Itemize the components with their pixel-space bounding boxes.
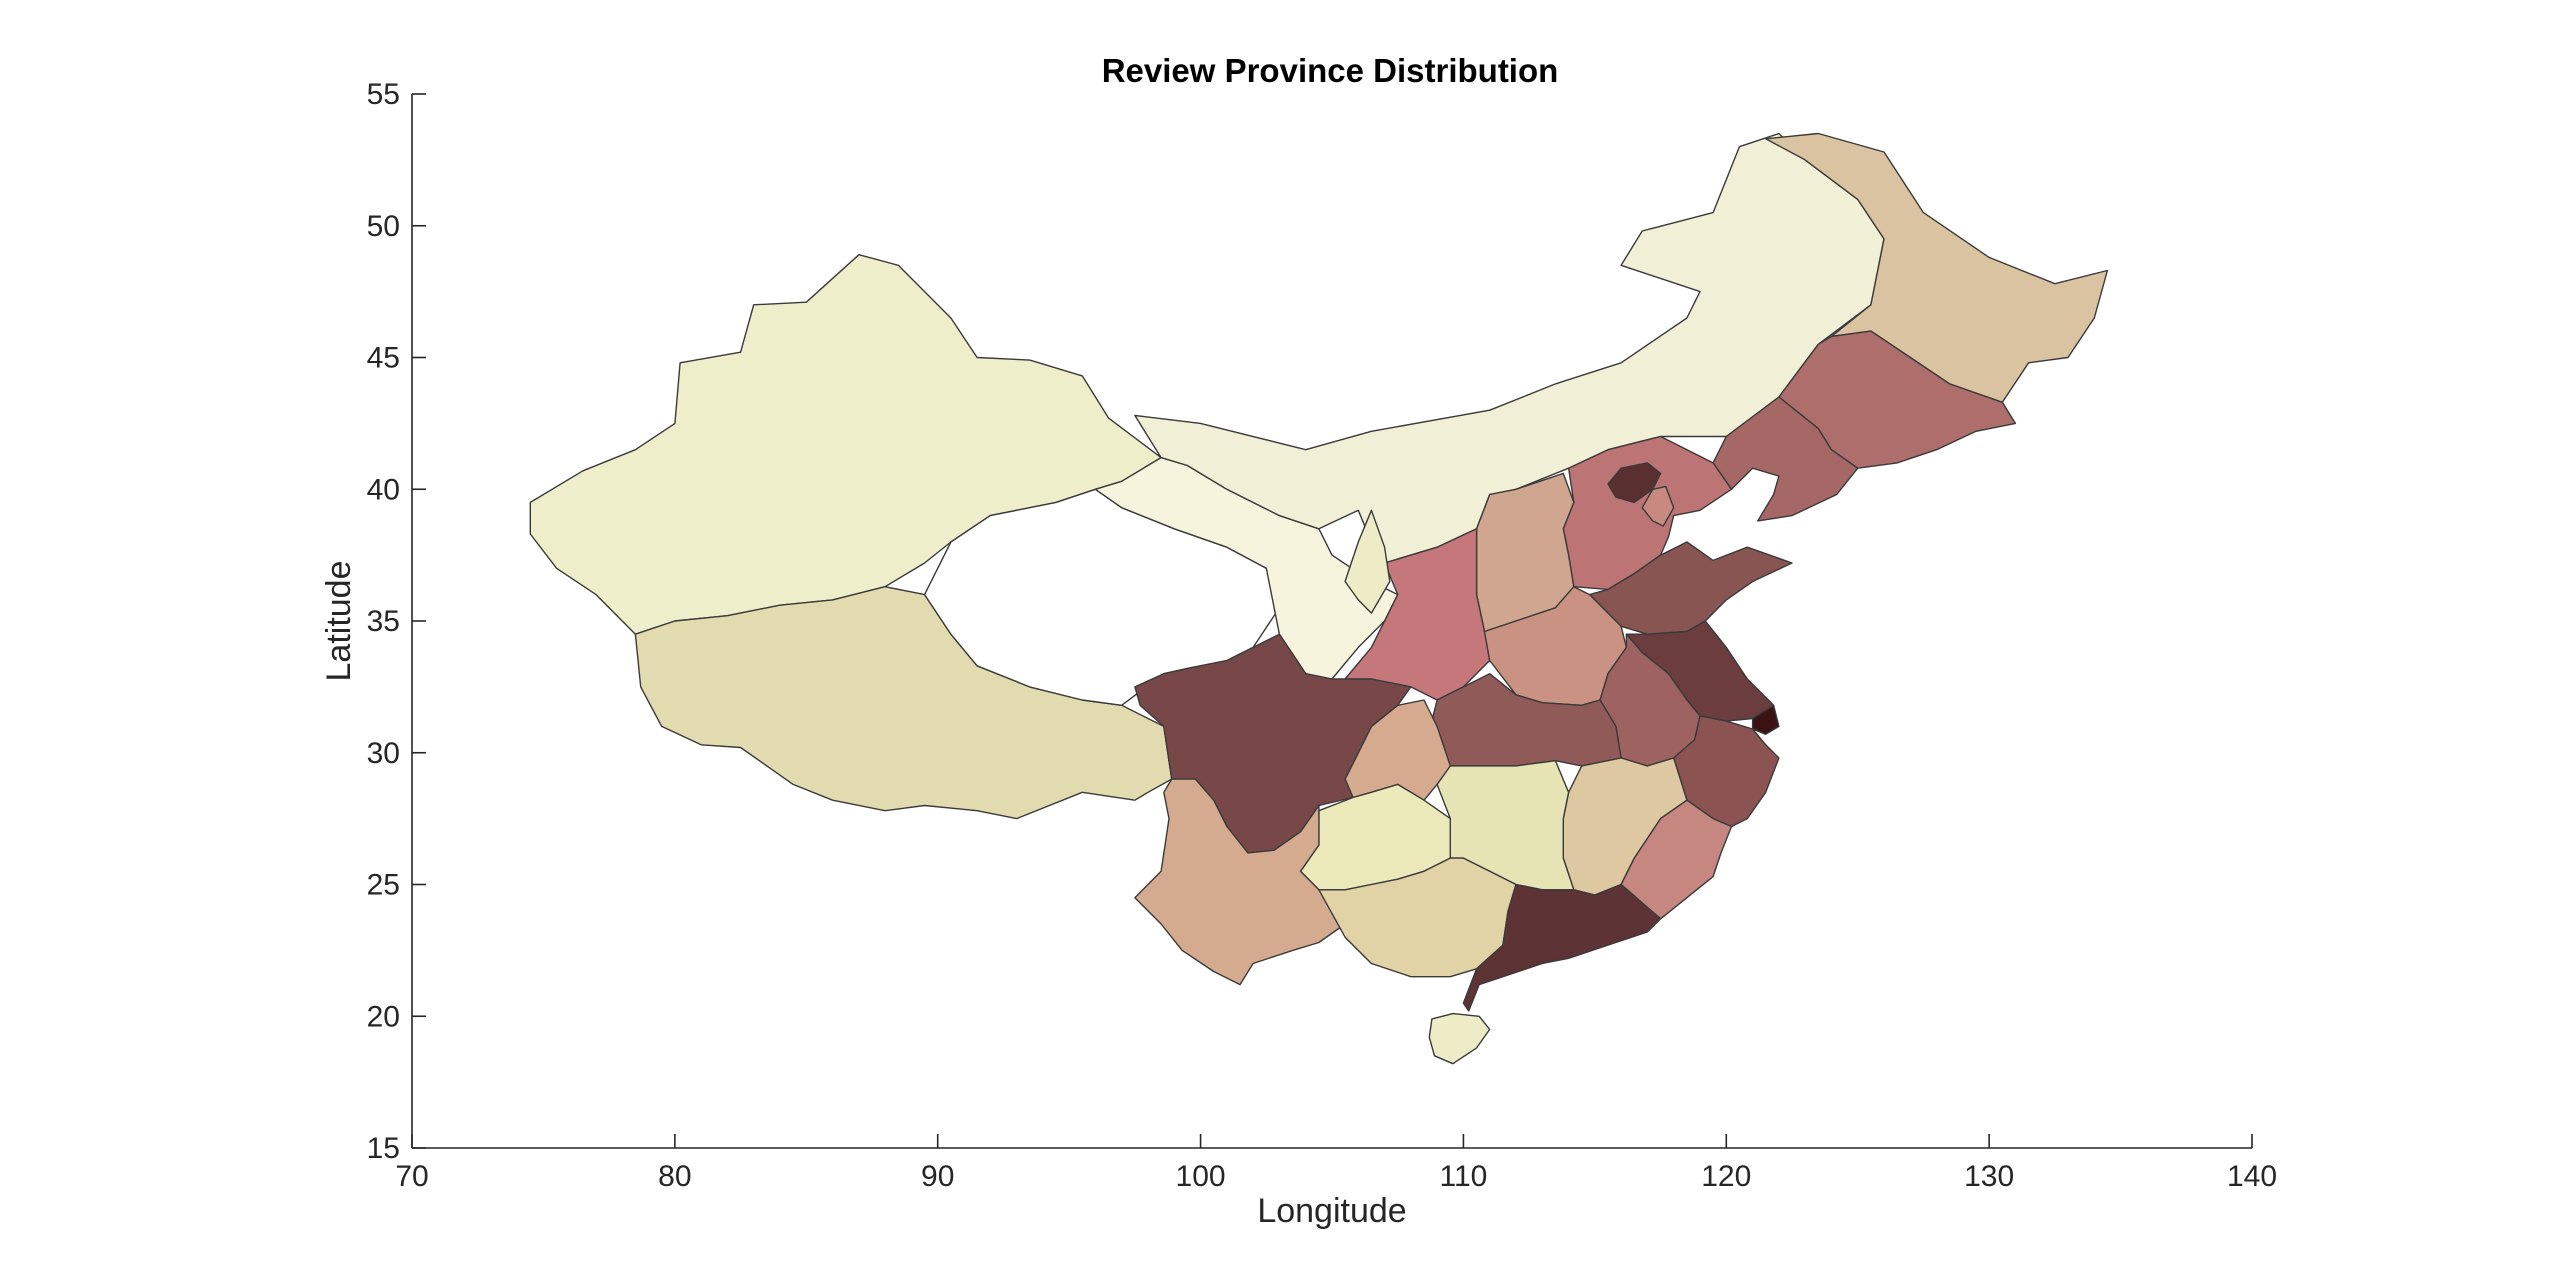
chart-title: Review Province Distribution (1102, 52, 1559, 89)
province-yunnan (1134, 778, 1346, 986)
y-tick-label: 35 (367, 605, 400, 638)
y-axis-ticks: 15 20 25 30 35 40 45 50 55 (367, 78, 426, 1165)
province-qinghai (923, 488, 1281, 706)
province-regions (529, 132, 2109, 1065)
y-tick-label: 50 (367, 210, 400, 243)
province-tibet (634, 586, 1173, 820)
x-tick-label: 140 (2227, 1160, 2277, 1193)
y-tick-label: 30 (367, 737, 400, 770)
y-tick-label: 15 (367, 1132, 400, 1165)
x-axis-ticks: 70 80 90 100 110 120 130 140 (395, 1134, 2277, 1193)
province-beijing (1607, 462, 1662, 504)
x-axis-label: Longitude (1257, 1192, 1406, 1230)
y-tick-label: 25 (367, 869, 400, 902)
x-tick-label: 90 (921, 1160, 954, 1193)
x-tick-label: 120 (1701, 1160, 1751, 1193)
province-tianjin (1641, 485, 1675, 527)
province-heilongjiang (1764, 132, 2109, 403)
province-shanghai (1751, 704, 1780, 735)
x-tick-label: 70 (395, 1160, 428, 1193)
y-tick-label: 45 (367, 342, 400, 375)
y-tick-label: 55 (367, 78, 400, 111)
y-axis-label: Latitude (320, 561, 358, 682)
y-tick-label: 20 (367, 1000, 400, 1033)
province-ningxia (1344, 509, 1391, 614)
x-tick-label: 130 (1964, 1160, 2014, 1193)
x-tick-label: 110 (1440, 1160, 1488, 1193)
province-hainan (1428, 1012, 1491, 1065)
x-tick-label: 80 (658, 1160, 691, 1193)
province-guangdong (1462, 883, 1662, 1012)
province-liaoning (1712, 396, 1859, 522)
x-tick-label: 100 (1176, 1160, 1226, 1193)
y-tick-label: 40 (367, 473, 400, 506)
